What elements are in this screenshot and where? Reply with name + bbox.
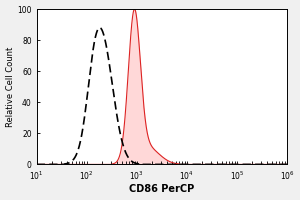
X-axis label: CD86 PerCP: CD86 PerCP (129, 184, 194, 194)
Y-axis label: Relative Cell Count: Relative Cell Count (6, 47, 15, 127)
